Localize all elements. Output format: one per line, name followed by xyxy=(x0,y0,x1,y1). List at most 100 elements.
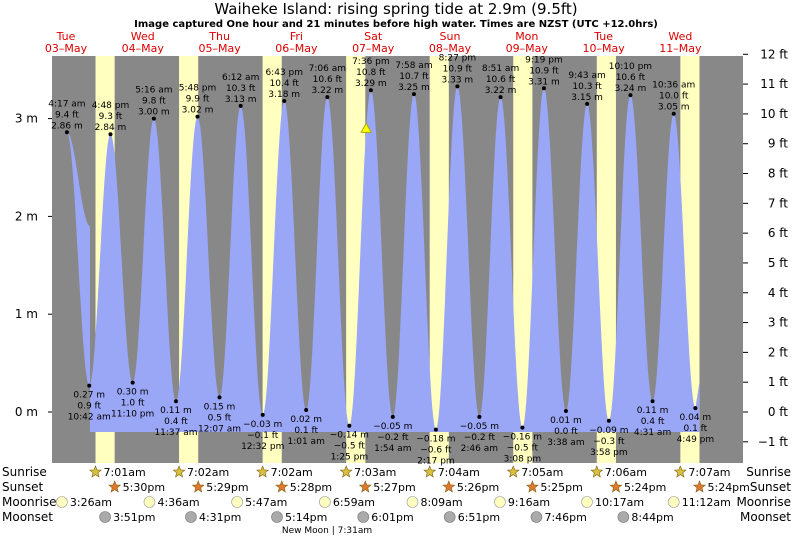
low-ft: 0.4 ft xyxy=(641,417,665,427)
day-of-week: Wed xyxy=(668,30,692,43)
day-date: 09–May xyxy=(506,42,549,55)
moonrise-time: 8:09am xyxy=(420,496,462,509)
sunrise-icon xyxy=(89,465,102,478)
low-m: −0.03 m xyxy=(243,420,282,430)
tide-curve xyxy=(66,86,700,431)
high-time: 7:06 am xyxy=(309,64,346,74)
high-ft: 9.3 ft xyxy=(99,112,123,122)
high-time: 4:17 am xyxy=(48,99,85,109)
moonrise-icon xyxy=(494,496,506,508)
day-date: 08–May xyxy=(429,42,472,55)
high-time: 6:43 pm xyxy=(265,68,303,78)
tide-point xyxy=(433,427,438,432)
sunrise-time: 7:04am xyxy=(438,466,480,479)
moonset-time: 7:46pm xyxy=(544,511,586,524)
high-time: 9:43 am xyxy=(568,71,605,81)
high-time: 6:12 am xyxy=(222,73,259,83)
sunset-time: 5:26pm xyxy=(457,481,499,494)
low-time: 11:37 am xyxy=(154,428,197,438)
left-tick-label: 2 m xyxy=(15,209,38,223)
moonset-icon xyxy=(443,511,456,523)
sunset-icon xyxy=(191,480,205,493)
low-time: 12:07 am xyxy=(198,424,241,434)
right-tick-label: 9 ft xyxy=(768,137,788,151)
tide-point xyxy=(477,414,482,419)
tide-point xyxy=(87,383,92,388)
high-m: 3.24 m xyxy=(615,84,647,94)
tide-point xyxy=(130,380,135,385)
sunrise-row-label-right: Sunrise xyxy=(746,465,791,479)
moonrise-time: 4:36am xyxy=(157,496,199,509)
high-m: 3.29 m xyxy=(355,79,387,89)
moonset-time: 3:51pm xyxy=(113,511,155,524)
tide-point xyxy=(585,101,590,106)
low-ft: −0.2 ft xyxy=(377,433,409,443)
tide-point xyxy=(671,111,676,116)
tide-point xyxy=(325,95,330,100)
right-tick-label: 6 ft xyxy=(768,226,788,240)
sunrise-icon xyxy=(339,465,353,478)
low-time: 1:01 am xyxy=(287,437,324,447)
day-date: 04–May xyxy=(122,42,165,55)
sunset-time: 5:27pm xyxy=(373,481,415,494)
tide-point xyxy=(108,132,113,137)
right-tick-label: 12 ft xyxy=(760,47,788,61)
chart-title: Waiheke Island: rising spring tide at 2.… xyxy=(214,0,577,18)
moonrise-icon xyxy=(667,496,680,508)
sunrise-icon xyxy=(506,465,520,478)
high-ft: 10.3 ft xyxy=(572,82,602,92)
high-m: 2.84 m xyxy=(95,123,127,133)
high-m: 3.15 m xyxy=(571,93,603,103)
high-m: 3.13 m xyxy=(225,95,257,105)
low-ft: −0.3 ft xyxy=(593,437,625,447)
high-time: 9:19 pm xyxy=(525,55,563,65)
tide-point xyxy=(151,116,156,121)
moonset-time: 6:51pm xyxy=(458,511,500,524)
low-m: 0.11 m xyxy=(160,406,192,416)
tide-point xyxy=(563,409,568,414)
date-headers: Tue03–MayWed04–MayThu05–MayFri06–MaySat0… xyxy=(45,30,702,55)
day-of-week: Thu xyxy=(208,30,230,43)
tide-point xyxy=(282,98,287,103)
low-time: 2:17 pm xyxy=(417,457,455,467)
right-tick-label: 0 ft xyxy=(768,405,788,419)
sunset-icon xyxy=(108,480,122,493)
high-m: 3.18 m xyxy=(268,90,300,100)
sunset-row-label-right: Sunset xyxy=(750,480,791,494)
low-ft: 0.0 ft xyxy=(554,427,578,437)
left-margin xyxy=(0,40,52,463)
high-ft: 9.4 ft xyxy=(55,110,79,120)
left-tick-label: 1 m xyxy=(15,307,38,321)
low-m: −0.16 m xyxy=(503,433,542,443)
high-ft: 10.4 ft xyxy=(270,79,300,89)
high-m: 2.86 m xyxy=(51,121,83,131)
sunrise-icon xyxy=(590,465,604,478)
moonset-icon xyxy=(271,511,283,523)
low-ft: −0.6 ft xyxy=(420,446,452,456)
low-m: −0.09 m xyxy=(589,426,628,436)
sunset-time: 5:24pm xyxy=(624,481,666,494)
tide-point xyxy=(411,92,416,97)
high-time: 4:48 pm xyxy=(92,101,130,111)
high-time: 7:36 pm xyxy=(352,57,390,67)
low-ft: 0.1 ft xyxy=(294,426,318,436)
high-ft: 10.0 ft xyxy=(659,92,689,102)
sunset-icon xyxy=(275,480,289,493)
low-m: −0.18 m xyxy=(416,435,455,445)
low-ft: 0.5 ft xyxy=(208,413,232,423)
high-time: 8:51 am xyxy=(482,64,519,74)
low-ft: 0.9 ft xyxy=(77,402,101,412)
left-tick-label: 3 m xyxy=(15,112,38,126)
high-ft: 10.8 ft xyxy=(356,68,386,78)
high-m: 3.25 m xyxy=(398,83,430,93)
low-ft: −0.1 ft xyxy=(247,431,279,441)
sunrise-time: 7:03am xyxy=(354,466,396,479)
low-time: 1:54 am xyxy=(374,444,411,454)
low-ft: 0.1 ft xyxy=(684,424,708,434)
right-tick-label: 3 ft xyxy=(768,316,788,330)
tide-point xyxy=(650,399,655,404)
right-tick-label: −1 ft xyxy=(758,435,789,449)
moonset-row-label-left: Moonset xyxy=(2,510,53,524)
sunrise-time: 7:01am xyxy=(104,466,146,479)
sunset-time: 5:24pm xyxy=(707,481,749,494)
